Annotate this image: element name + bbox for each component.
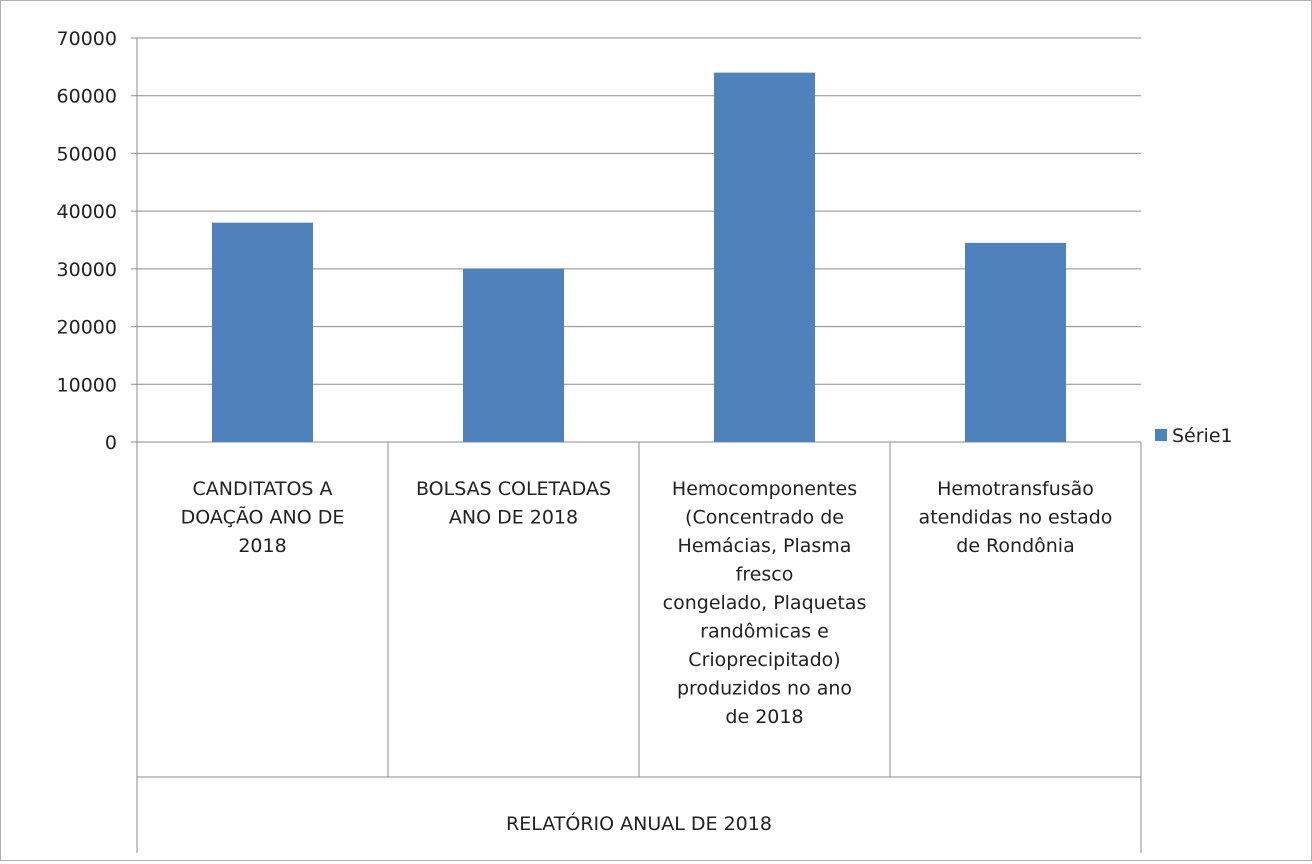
- legend-swatch: [1155, 429, 1167, 441]
- legend-label: Série1: [1172, 425, 1233, 447]
- y-tick-label: 70000: [57, 28, 117, 50]
- y-tick-label: 60000: [57, 86, 117, 108]
- y-tick-label: 20000: [57, 317, 117, 339]
- y-tick-label: 50000: [57, 143, 117, 165]
- y-tick-label: 40000: [57, 201, 117, 223]
- x-group-label: RELATÓRIO ANUAL DE 2018: [506, 811, 772, 835]
- x-tick-label: BOLSAS COLETADAS ANO DE 2018: [416, 478, 611, 529]
- x-tick-label: Hemocomponentes (Concentrado de Hemácias, …: [663, 478, 867, 728]
- bar: [714, 72, 815, 442]
- y-tick-label: 0: [105, 432, 117, 454]
- bar: [463, 268, 564, 442]
- y-tick-label: 10000: [57, 374, 117, 396]
- x-tick-label: Hemotransfusão atendidas no estado de Rond…: [919, 478, 1113, 557]
- x-tick-label: CANDITATOS A DOAÇÃO ANO DE 2018: [181, 478, 345, 557]
- bar: [212, 222, 313, 442]
- y-tick-label: 30000: [57, 259, 117, 281]
- bar: [965, 242, 1066, 442]
